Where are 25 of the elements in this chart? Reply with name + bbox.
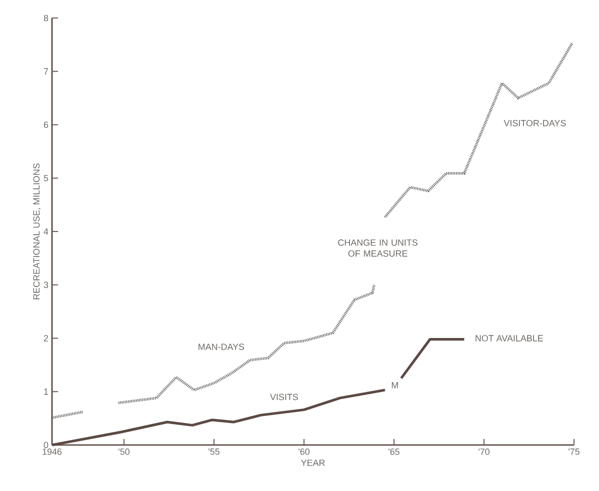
y-tick-label: 1: [44, 388, 48, 395]
y-tick-label: 4: [44, 228, 48, 235]
x-tick-label: '50: [118, 448, 130, 455]
x-axis-title: YEAR: [301, 460, 325, 466]
annotation: NOT AVAILABLE: [476, 335, 543, 342]
series-label: VISITOR-DAYS: [504, 120, 566, 126]
x-tick-label: '70: [478, 448, 490, 455]
y-tick-label: 2: [44, 335, 48, 342]
x-tick-label: '65: [388, 448, 400, 455]
x-tick-label: '60: [298, 448, 310, 455]
y-tick-label: 7: [44, 68, 48, 74]
y-tick-label: 5: [44, 174, 48, 182]
series-label: MAN-DAYS: [198, 344, 244, 350]
y-tick-label: 3: [44, 282, 48, 288]
annotation: M: [392, 382, 398, 388]
y-tick-label: 0: [44, 442, 48, 448]
y-axis-title: RECREATIONAL USE, MILLIONS: [33, 163, 41, 300]
annotation: CHANGE IN UNITS OF MEASURE: [338, 239, 418, 257]
series-label: VISITS: [270, 394, 298, 400]
y-tick-label: 8: [44, 14, 48, 22]
line-series: [384, 42, 574, 218]
y-tick-label: 6: [44, 122, 48, 128]
x-tick-label: '55: [208, 448, 220, 455]
x-tick-label: '75: [568, 448, 580, 455]
x-tick-label: 1946: [42, 448, 62, 455]
